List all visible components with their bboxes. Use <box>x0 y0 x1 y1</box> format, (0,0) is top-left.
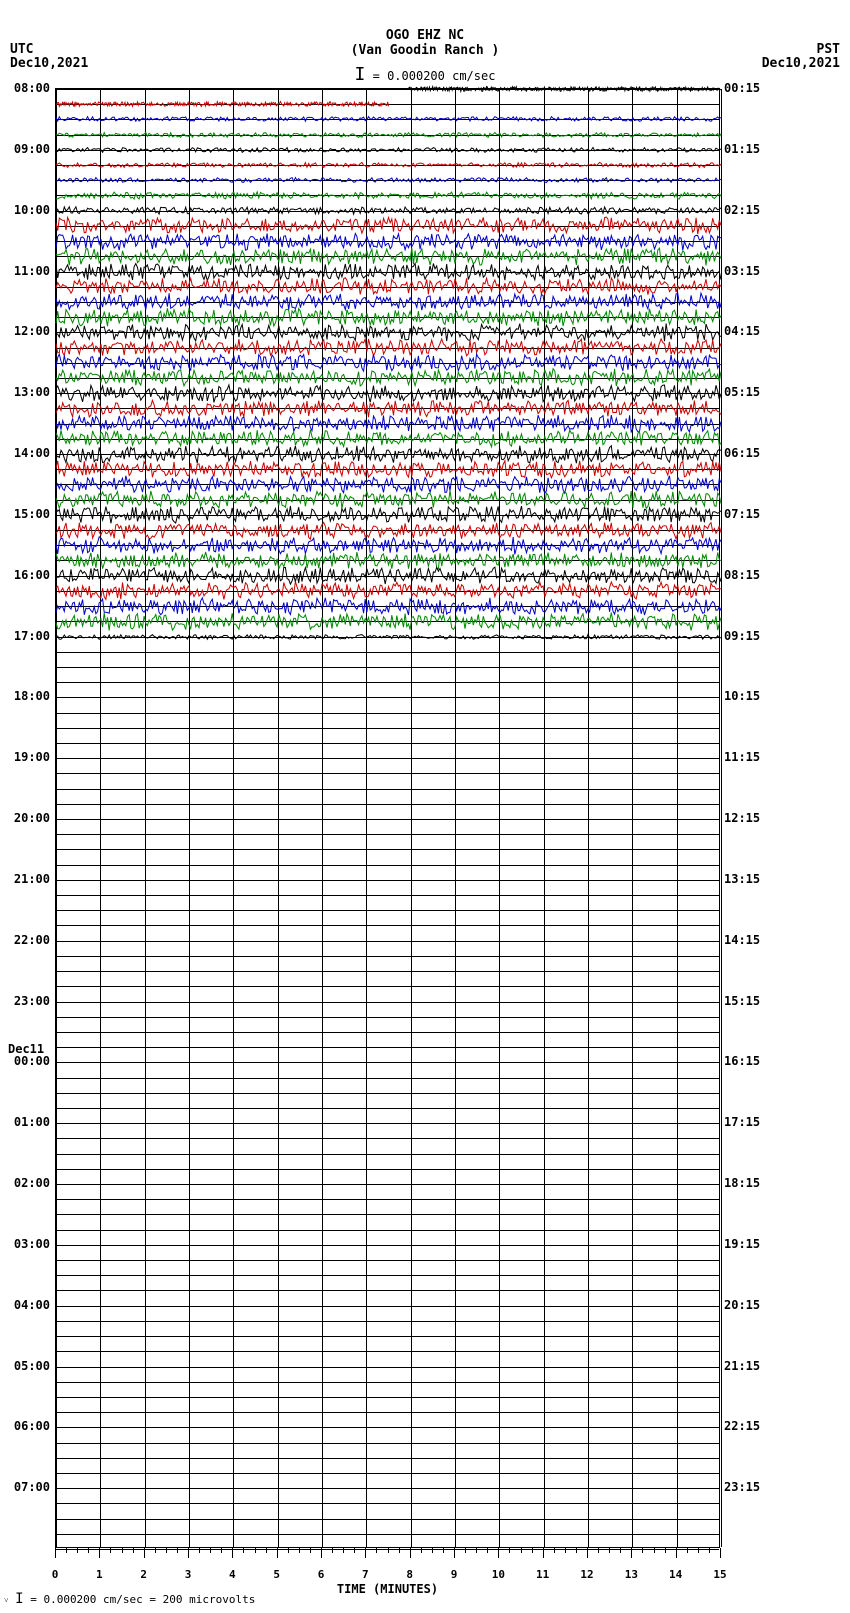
pst-time-label: 02:15 <box>724 203 760 217</box>
x-tick-label: 14 <box>669 1568 682 1581</box>
utc-time-label: 00:00 <box>0 1054 50 1068</box>
x-tick-label: 7 <box>362 1568 369 1581</box>
date-right: Dec10,2021 <box>762 56 840 71</box>
pst-time-label: 07:15 <box>724 507 760 521</box>
pst-time-label: 10:15 <box>724 689 760 703</box>
utc-time-label: 14:00 <box>0 446 50 460</box>
pst-time-label: 18:15 <box>724 1176 760 1190</box>
x-tick-label: 15 <box>713 1568 726 1581</box>
pst-time-label: 03:15 <box>724 264 760 278</box>
station-subtitle: (Van Goodin Ranch ) <box>0 43 850 58</box>
station-title: OGO EHZ NC <box>0 0 850 43</box>
pst-time-label: 15:15 <box>724 994 760 1008</box>
timezone-right: PST <box>817 42 840 57</box>
pst-time-label: 13:15 <box>724 872 760 886</box>
pst-time-label: 21:15 <box>724 1359 760 1373</box>
utc-time-label: 21:00 <box>0 872 50 886</box>
pst-time-label: 20:15 <box>724 1298 760 1312</box>
x-tick-label: 3 <box>185 1568 192 1581</box>
pst-time-label: 11:15 <box>724 750 760 764</box>
pst-time-label: 23:15 <box>724 1480 760 1494</box>
x-tick-label: 6 <box>318 1568 325 1581</box>
x-tick-label: 1 <box>96 1568 103 1581</box>
pst-time-label: 16:15 <box>724 1054 760 1068</box>
utc-time-label: 20:00 <box>0 811 50 825</box>
pst-time-label: 06:15 <box>724 446 760 460</box>
utc-time-label: 18:00 <box>0 689 50 703</box>
scale-note-top: I = 0.000200 cm/sec <box>0 64 850 85</box>
utc-time-label: 08:00 <box>0 81 50 95</box>
pst-time-label: 17:15 <box>724 1115 760 1129</box>
utc-time-label: 23:00 <box>0 994 50 1008</box>
x-tick-label: 8 <box>406 1568 413 1581</box>
utc-time-label: 12:00 <box>0 324 50 338</box>
utc-time-label: 05:00 <box>0 1359 50 1373</box>
utc-time-label: 04:00 <box>0 1298 50 1312</box>
helicorder-plot <box>55 88 720 1548</box>
utc-time-label: 22:00 <box>0 933 50 947</box>
utc-time-label: 02:00 <box>0 1176 50 1190</box>
x-tick-label: 5 <box>273 1568 280 1581</box>
date-left: Dec10,2021 <box>10 56 88 71</box>
pst-time-label: 01:15 <box>724 142 760 156</box>
pst-time-label: 09:15 <box>724 629 760 643</box>
utc-time-label: 09:00 <box>0 142 50 156</box>
x-tick-label: 9 <box>451 1568 458 1581</box>
utc-time-label: 11:00 <box>0 264 50 278</box>
utc-time-label: 06:00 <box>0 1419 50 1433</box>
pst-time-label: 14:15 <box>724 933 760 947</box>
x-tick-label: 11 <box>536 1568 549 1581</box>
pst-time-label: 22:15 <box>724 1419 760 1433</box>
x-axis: TIME (MINUTES) 0123456789101112131415 <box>55 1548 720 1578</box>
utc-time-label: 15:00 <box>0 507 50 521</box>
x-tick-label: 13 <box>625 1568 638 1581</box>
pst-time-label: 04:15 <box>724 324 760 338</box>
utc-time-label: 19:00 <box>0 750 50 764</box>
utc-time-label: 03:00 <box>0 1237 50 1251</box>
x-axis-label: TIME (MINUTES) <box>337 1582 438 1596</box>
pst-time-label: 00:15 <box>724 81 760 95</box>
utc-time-label: 07:00 <box>0 1480 50 1494</box>
utc-time-label: 10:00 <box>0 203 50 217</box>
utc-time-label: 16:00 <box>0 568 50 582</box>
pst-time-label: 19:15 <box>724 1237 760 1251</box>
pst-time-label: 08:15 <box>724 568 760 582</box>
x-tick-label: 2 <box>140 1568 147 1581</box>
pst-time-label: 05:15 <box>724 385 760 399</box>
x-tick-label: 4 <box>229 1568 236 1581</box>
x-tick-label: 0 <box>52 1568 59 1581</box>
utc-time-label: 01:00 <box>0 1115 50 1129</box>
x-tick-label: 12 <box>580 1568 593 1581</box>
utc-time-label: 17:00 <box>0 629 50 643</box>
utc-time-label: 13:00 <box>0 385 50 399</box>
scale-note-footer: ˅ I = 0.000200 cm/sec = 200 microvolts <box>4 1591 255 1607</box>
timezone-left: UTC <box>10 42 33 57</box>
x-tick-label: 10 <box>492 1568 505 1581</box>
pst-time-label: 12:15 <box>724 811 760 825</box>
